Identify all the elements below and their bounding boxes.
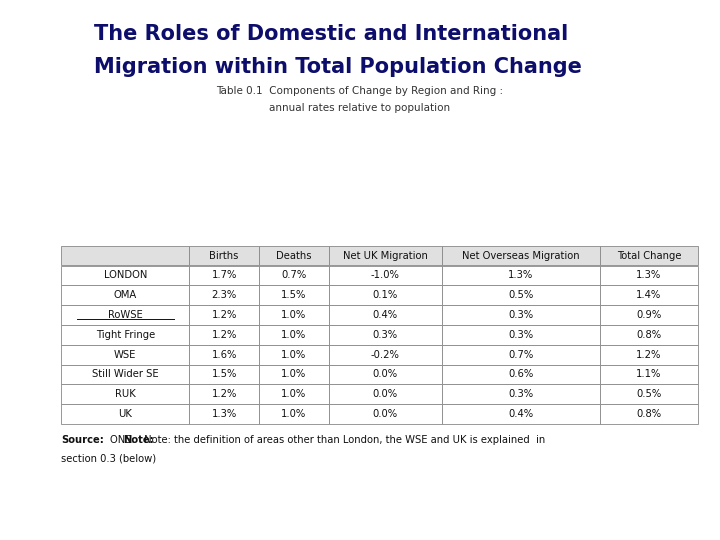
Text: UK: UK bbox=[118, 409, 132, 419]
Text: 1.7%: 1.7% bbox=[212, 271, 237, 280]
Text: 0.8%: 0.8% bbox=[636, 409, 662, 419]
Text: Deaths: Deaths bbox=[276, 251, 312, 261]
Text: Table 0.1  Components of Change by Region and Ring :: Table 0.1 Components of Change by Region… bbox=[217, 86, 503, 97]
Text: RUK: RUK bbox=[115, 389, 135, 399]
Text: 1.2%: 1.2% bbox=[636, 349, 662, 360]
Text: Births: Births bbox=[210, 251, 239, 261]
Text: 1.3%: 1.3% bbox=[212, 409, 237, 419]
Text: Tight Fringe: Tight Fringe bbox=[96, 330, 155, 340]
Text: 1.1%: 1.1% bbox=[636, 369, 662, 380]
Text: 2.3%: 2.3% bbox=[212, 290, 237, 300]
Text: annual rates relative to population: annual rates relative to population bbox=[269, 103, 451, 113]
Text: 1.4%: 1.4% bbox=[636, 290, 662, 300]
Text: 1.0%: 1.0% bbox=[281, 349, 307, 360]
Text: The Roles of Domestic and International: The Roles of Domestic and International bbox=[94, 24, 568, 44]
Text: Net UK Migration: Net UK Migration bbox=[343, 251, 428, 261]
Text: section 0.3 (below): section 0.3 (below) bbox=[61, 454, 156, 464]
Text: Still Wider SE: Still Wider SE bbox=[92, 369, 158, 380]
Text: 0.9%: 0.9% bbox=[636, 310, 662, 320]
Text: Migration within Total Population Change: Migration within Total Population Change bbox=[94, 57, 582, 77]
Text: 0.7%: 0.7% bbox=[508, 349, 534, 360]
Text: 0.3%: 0.3% bbox=[508, 389, 534, 399]
Text: 0.5%: 0.5% bbox=[636, 389, 662, 399]
Text: Note:: Note: bbox=[124, 435, 154, 445]
Text: 0.3%: 0.3% bbox=[373, 330, 398, 340]
Text: 1.5%: 1.5% bbox=[281, 290, 307, 300]
Text: 0.7%: 0.7% bbox=[281, 271, 307, 280]
Text: 1.2%: 1.2% bbox=[212, 310, 237, 320]
Text: 1.5%: 1.5% bbox=[212, 369, 237, 380]
Text: OMA: OMA bbox=[114, 290, 137, 300]
Text: RoWSE: RoWSE bbox=[108, 310, 143, 320]
Text: LSE: LSE bbox=[53, 488, 102, 511]
Text: WSE: WSE bbox=[114, 349, 137, 360]
Text: Net Overseas Migration: Net Overseas Migration bbox=[462, 251, 580, 261]
Text: Source:: Source: bbox=[61, 435, 104, 445]
Text: 0.5%: 0.5% bbox=[508, 290, 534, 300]
Text: 0.0%: 0.0% bbox=[373, 409, 398, 419]
Text: Total Change: Total Change bbox=[617, 251, 681, 261]
Text: 1.0%: 1.0% bbox=[281, 310, 307, 320]
Text: 1.3%: 1.3% bbox=[508, 271, 534, 280]
Text: 0.3%: 0.3% bbox=[508, 330, 534, 340]
Text: 1.2%: 1.2% bbox=[212, 330, 237, 340]
Text: 0.3%: 0.3% bbox=[508, 310, 534, 320]
Text: 1.0%: 1.0% bbox=[281, 409, 307, 419]
Text: 0.0%: 0.0% bbox=[373, 369, 398, 380]
Text: 1.6%: 1.6% bbox=[212, 349, 237, 360]
Text: -0.2%: -0.2% bbox=[371, 349, 400, 360]
Text: 0.4%: 0.4% bbox=[508, 409, 534, 419]
Text: LONDON: LONDON bbox=[104, 271, 147, 280]
Text: 1.2%: 1.2% bbox=[212, 389, 237, 399]
Text: 0.6%: 0.6% bbox=[508, 369, 534, 380]
Text: ONS.   Note: the definition of areas other than London, the WSE and UK is explai: ONS. Note: the definition of areas other… bbox=[110, 435, 546, 445]
Text: -1.0%: -1.0% bbox=[371, 271, 400, 280]
Text: 1.3%: 1.3% bbox=[636, 271, 662, 280]
Text: 1.0%: 1.0% bbox=[281, 330, 307, 340]
Text: 0.1%: 0.1% bbox=[373, 290, 398, 300]
Text: 0.8%: 0.8% bbox=[636, 330, 662, 340]
Text: 1.0%: 1.0% bbox=[281, 369, 307, 380]
Text: 0.4%: 0.4% bbox=[373, 310, 398, 320]
Text: 1.0%: 1.0% bbox=[281, 389, 307, 399]
Text: 0.0%: 0.0% bbox=[373, 389, 398, 399]
